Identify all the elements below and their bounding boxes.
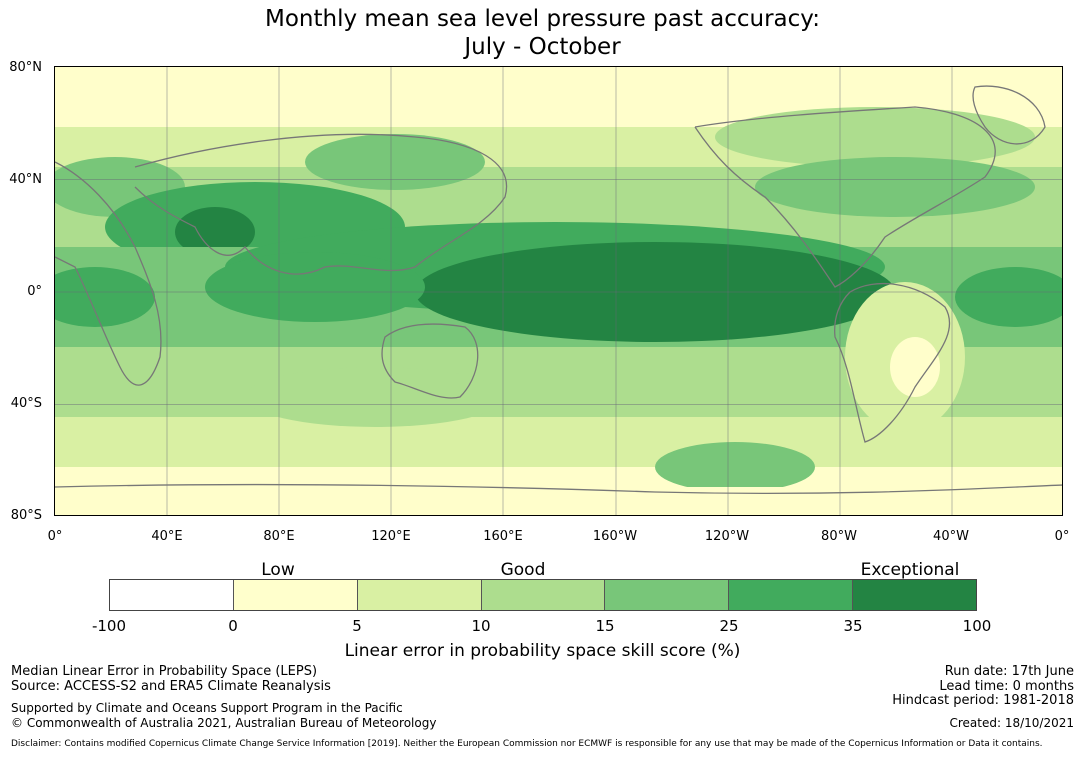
colorbar-swatch-3 (357, 580, 482, 610)
coastline-eurasia (134, 133, 508, 275)
lat-label-80n: 80°N (9, 60, 42, 75)
colorbar-tick-5: 5 (352, 617, 362, 635)
colorbar-swatch-7 (853, 580, 977, 610)
coastline-antarctica (55, 483, 1062, 495)
colorbar-tick-15: 15 (595, 617, 615, 635)
colorbar-swatch-2 (233, 580, 358, 610)
skill-patch-siberia (305, 134, 485, 190)
coastline-greenland (972, 85, 1046, 145)
lat-label-40s: 40°S (10, 396, 42, 411)
colorbar-tick-minus100: -100 (91, 617, 127, 635)
lon-label-80w: 80°W (821, 529, 857, 544)
lon-label-40w: 40°W (933, 529, 969, 544)
footer-created-date: Created: 18/10/2021 (949, 716, 1074, 730)
colorbar-swatch-1 (110, 580, 234, 610)
colorbar (109, 579, 977, 611)
chart-title-line-2: July - October (464, 34, 621, 60)
colorbar-tick-100: 100 (962, 617, 992, 635)
lon-label-0-left: 0° (47, 529, 63, 544)
skill-map-svg (55, 67, 1062, 515)
coastline-north-america (694, 106, 996, 288)
coastline-australia (381, 323, 479, 399)
colorbar-axis-label: Linear error in probability space skill … (344, 641, 741, 661)
colorbar-category-low: Low (261, 560, 295, 580)
footer-copyright: © Commonwealth of Australia 2021, Austra… (11, 716, 437, 730)
lat-label-0: 0° (27, 284, 42, 299)
coastline-south-america (834, 282, 951, 443)
skill-patch-indian-ocean (205, 252, 425, 322)
lon-label-0-right: 0° (1054, 529, 1070, 544)
skill-patch-south-pacific (655, 442, 815, 492)
colorbar-tick-35: 35 (843, 617, 863, 635)
footer-lead-time: Lead time: 0 months (939, 679, 1074, 694)
colorbar-category-good: Good (500, 560, 546, 580)
lat-label-80s: 80°S (10, 508, 42, 523)
lon-label-80e: 80°E (263, 529, 295, 544)
footer-hindcast-period: Hindcast period: 1981-2018 (892, 693, 1074, 708)
colorbar-swatch-6 (729, 580, 854, 610)
lon-label-120w: 120°W (704, 529, 750, 544)
footer-disclaimer: Disclaimer: Contains modified Copernicus… (11, 739, 1043, 749)
colorbar-swatch-5 (605, 580, 730, 610)
skill-patch-southern-indian (245, 367, 505, 427)
skill-patch-equatorial-atlantic (55, 267, 155, 327)
colorbar-tick-0: 0 (228, 617, 238, 635)
skill-patch-tibet (175, 207, 255, 257)
skill-patch-north-america (715, 107, 1035, 167)
lat-label-40n: 40°N (9, 172, 42, 187)
skill-patch-atlantic-east (955, 267, 1062, 327)
coastlines (55, 85, 1062, 495)
colorbar-tick-25: 25 (719, 617, 739, 635)
lon-label-120e: 120°E (371, 529, 411, 544)
skill-patch-north-pacific (755, 157, 1035, 217)
footer-method: Median Linear Error in Probability Space… (11, 664, 318, 679)
skill-patch-amazon (890, 337, 940, 397)
graticule (55, 67, 1062, 515)
colorbar-category-exceptional: Exceptional (860, 560, 960, 580)
footer-support: Supported by Climate and Oceans Support … (11, 701, 403, 715)
lon-label-160e: 160°E (483, 529, 523, 544)
colorbar-tick-10: 10 (471, 617, 491, 635)
lon-label-160w: 160°W (592, 529, 638, 544)
lon-label-40e: 40°E (151, 529, 183, 544)
skill-map (54, 66, 1063, 516)
colorbar-swatch-4 (481, 580, 606, 610)
footer-source: Source: ACCESS-S2 and ERA5 Climate Reana… (11, 679, 331, 694)
chart-title-line-1: Monthly mean sea level pressure past acc… (265, 6, 820, 32)
coastline-africa (55, 161, 162, 386)
footer-run-date: Run date: 17th June (944, 664, 1074, 679)
skill-patch-equatorial-pacific (415, 242, 895, 342)
